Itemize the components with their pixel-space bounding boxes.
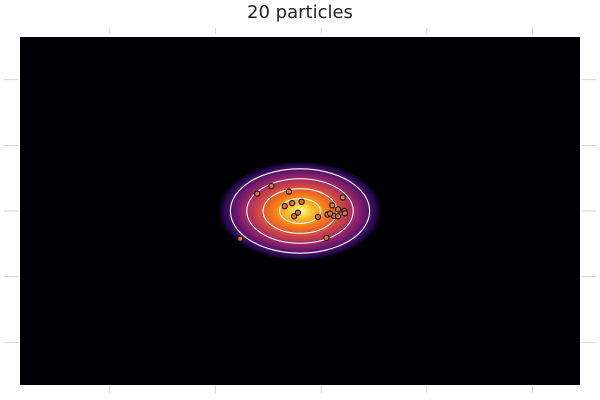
particle-point [326, 210, 334, 217]
particle-point [314, 213, 322, 221]
particle-point [290, 213, 298, 220]
contour-lines [229, 168, 371, 254]
particle-point [341, 210, 349, 217]
particle-point [298, 198, 305, 206]
particle-point [334, 213, 342, 220]
particle-markers [237, 182, 349, 242]
particle-point [237, 235, 244, 242]
contour-line [229, 168, 371, 254]
particle-point [281, 202, 288, 210]
particle-point [288, 199, 296, 207]
particle-point [339, 194, 346, 201]
axis-ticks [4, 28, 596, 393]
contour-line [246, 178, 354, 244]
particle-point [268, 182, 275, 190]
particle-point [294, 209, 302, 216]
particle-point [254, 190, 261, 197]
particle-point [334, 206, 342, 213]
contour-line [278, 198, 322, 224]
particle-point [329, 202, 336, 209]
particle-point [285, 188, 293, 195]
particle-point [323, 234, 330, 242]
chart-title: 20 particles [247, 2, 353, 23]
